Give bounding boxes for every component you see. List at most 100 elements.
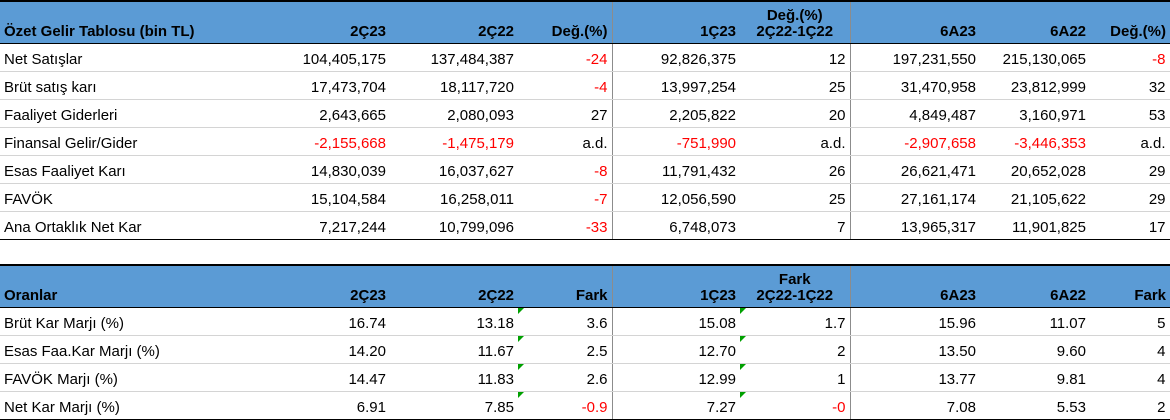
col-header-change: Değ.(%) [518, 0, 613, 44]
value-cell: 7.85 [390, 391, 518, 420]
value-cell: 9.81 [980, 363, 1090, 392]
value-cell: 12.70 [612, 335, 740, 364]
value-cell: 2,080,093 [390, 99, 518, 128]
value-cell: -8 [1090, 43, 1170, 72]
value-cell: 1.7 [740, 307, 851, 336]
value-cell: 16.74 [210, 307, 390, 336]
value-cell: 7.08 [850, 391, 980, 420]
value-cell: 14.47 [210, 363, 390, 392]
value-text: 3.6 [586, 314, 608, 332]
value-cell: 15.96 [850, 307, 980, 336]
col-header-1q23: 1Ç23 [612, 264, 740, 308]
value-cell: 15.08 [612, 307, 740, 336]
value-cell: -2,155,668 [210, 127, 390, 156]
ratios-row: Net Kar Marjı (%) 6.91 7.85 -0.9 7.27 -0 7.08 5… [0, 391, 1170, 420]
value-cell: 21,105,622 [980, 183, 1090, 212]
value-cell: 13.18 [390, 307, 518, 336]
value-cell: 2,205,822 [612, 99, 740, 128]
value-cell: 9.60 [980, 335, 1090, 364]
value-cell: 197,231,550 [850, 43, 980, 72]
value-cell: 11,791,432 [612, 155, 740, 184]
col-header-2q22: 2Ç22 [390, 264, 518, 308]
error-marker-icon [518, 335, 524, 342]
value-cell: 20,652,028 [980, 155, 1090, 184]
row-label: Net Satışlar [0, 43, 210, 72]
value-cell: -8 [518, 155, 613, 184]
row-label: Net Kar Marjı (%) [0, 391, 210, 420]
value-cell: 4 [1090, 363, 1170, 392]
value-cell: 3,160,971 [980, 99, 1090, 128]
value-cell: 16,037,627 [390, 155, 518, 184]
value-cell: 26 [740, 155, 851, 184]
value-cell: 13.77 [850, 363, 980, 392]
value-cell: 14,830,039 [210, 155, 390, 184]
row-label: Esas Faaliyet Karı [0, 155, 210, 184]
row-label: Brüt Kar Marjı (%) [0, 307, 210, 336]
col-header-diff-q: Fark 2Ç22-1Ç22 [740, 264, 851, 308]
col-header-6m22: 6A22 [980, 0, 1090, 44]
value-cell: -751,990 [612, 127, 740, 156]
value-cell: 2 [1090, 391, 1170, 420]
error-marker-icon [518, 363, 524, 370]
value-cell: 20 [740, 99, 851, 128]
value-cell: 2.6 [518, 363, 613, 392]
col-header-diff-6m: Fark [1090, 264, 1170, 308]
value-cell: 18,117,720 [390, 71, 518, 100]
col-header-1q23: 1Ç23 [612, 0, 740, 44]
value-text: -0.9 [581, 398, 608, 416]
income-row: Brüt satış karı 17,473,704 18,117,720 -4 13,… [0, 71, 1170, 100]
col-header-2q23: 2Ç23 [210, 0, 390, 44]
col-header-change-q: Değ.(%) 2Ç22-1Ç22 [740, 0, 851, 44]
col-header-6m22: 6A22 [980, 264, 1090, 308]
value-cell: -7 [518, 183, 613, 212]
value-cell: 13,997,254 [612, 71, 740, 100]
value-text: 2.5 [586, 342, 608, 360]
value-cell: 11.07 [980, 307, 1090, 336]
value-cell: 2.5 [518, 335, 613, 364]
ratios-table-title: Oranlar [0, 264, 210, 308]
error-marker-icon [518, 391, 524, 398]
col-header-2q23: 2Ç23 [210, 264, 390, 308]
value-cell: a.d. [1090, 127, 1170, 156]
value-cell: 11.67 [390, 335, 518, 364]
value-cell: 215,130,065 [980, 43, 1090, 72]
income-row: Ana Ortaklık Net Kar 7,217,244 10,799,096-… [0, 211, 1170, 240]
value-cell: 29 [1090, 183, 1170, 212]
value-cell: 6,748,073 [612, 211, 740, 240]
value-cell: a.d. [518, 127, 613, 156]
value-cell: 11,901,825 [980, 211, 1090, 240]
ratios-table: Oranlar 2Ç23 2Ç22 Fark 1Ç23 Fark 2Ç22-1Ç… [0, 264, 1170, 420]
error-marker-icon [740, 307, 746, 314]
value-cell: 2,643,665 [210, 99, 390, 128]
col-header-6m23: 6A23 [850, 0, 980, 44]
value-cell: 12.99 [612, 363, 740, 392]
value-cell: 53 [1090, 99, 1170, 128]
value-cell: 7 [740, 211, 851, 240]
value-cell: 25 [740, 71, 851, 100]
value-cell: 27,161,174 [850, 183, 980, 212]
value-cell: 31,470,958 [850, 71, 980, 100]
value-text: 1 [837, 370, 846, 388]
col-header-change-6m: Değ.(%) [1090, 0, 1170, 44]
value-cell: -1,475,179 [390, 127, 518, 156]
value-cell: 27 [518, 99, 613, 128]
income-row: FAVÖK 15,104,584 16,258,011 -7 12,056,590 25 2… [0, 183, 1170, 212]
income-row: Net Satışlar 104,405,175 137,484,387 -24 92,… [0, 43, 1170, 72]
value-cell: -0 [740, 391, 851, 420]
value-cell: 5.53 [980, 391, 1090, 420]
value-cell: 6.91 [210, 391, 390, 420]
value-cell: 4 [1090, 335, 1170, 364]
value-cell: -33 [518, 211, 613, 240]
ratios-row: FAVÖK Marjı (%) 14.47 11.83 2.6 12.99 1 13.77 9… [0, 363, 1170, 392]
value-cell: a.d. [740, 127, 851, 156]
row-label: Ana Ortaklık Net Kar [0, 211, 210, 240]
income-row: Esas Faaliyet Karı 14,830,039 16,037,627 -8… [0, 155, 1170, 184]
col-header-2q22: 2Ç22 [390, 0, 518, 44]
value-cell: 16,258,011 [390, 183, 518, 212]
error-marker-icon [740, 391, 746, 398]
value-cell: 13,965,317 [850, 211, 980, 240]
value-cell: 10,799,096 [390, 211, 518, 240]
col-header-diff: Fark [518, 264, 613, 308]
row-label: FAVÖK [0, 183, 210, 212]
value-text: 2.6 [586, 370, 608, 388]
